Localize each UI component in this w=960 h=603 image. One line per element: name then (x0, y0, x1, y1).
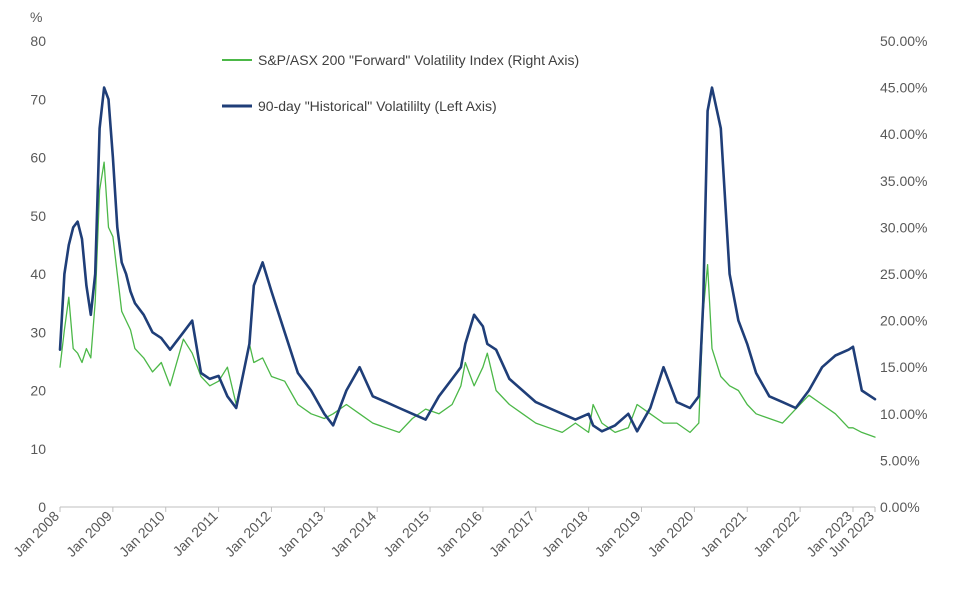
x-tick-label: Jan 2008 (10, 508, 62, 560)
x-tick-label: Jan 2019 (592, 508, 644, 560)
y-left-tick-label: 40 (30, 266, 46, 282)
y-left-unit-label: % (30, 9, 42, 25)
y-right-tick-label: 10.00% (880, 406, 927, 422)
y-left-tick-label: 0 (38, 499, 46, 515)
y-right-tick-label: 40.00% (880, 126, 927, 142)
x-tick-label: Jan 2011 (169, 508, 220, 559)
series-historical-volatility-line (58, 86, 877, 433)
x-tick-labels: Jan 2008 Jan 2009 Jan 2010 Jan 2011 Jan 2012… (10, 507, 877, 560)
y-right-tick-label: 15.00% (880, 359, 927, 375)
x-tick-label: Jan 2018 (539, 508, 591, 560)
x-tick-label: Jan 2022 (750, 508, 802, 560)
y-right-tick-label: 25.00% (880, 266, 927, 282)
y-right-tick-label: 5.00% (880, 452, 920, 468)
legend-label-historical: 90-day "Historical" Volatililty (Left Ax… (258, 98, 497, 114)
y-left-tick-label: 20 (30, 383, 46, 399)
y-left-tick-label: 10 (30, 441, 46, 457)
x-tick-label: Jan 2017 (486, 508, 538, 560)
y-right-tick-label: 20.00% (880, 313, 927, 329)
x-tick-label: Jan 2020 (644, 508, 696, 560)
x-tick-label: Jan 2009 (63, 508, 115, 560)
x-tick-label: Jan 2015 (380, 508, 432, 560)
series-layer (58, 86, 877, 438)
y-right-tick-label: 0.00% (880, 499, 920, 515)
y-left-tick-label: 30 (30, 324, 46, 340)
legend-label-forward: S&P/ASX 200 "Forward" Volatility Index (… (258, 52, 579, 68)
legend: S&P/ASX 200 "Forward" Volatility Index (… (222, 52, 579, 114)
y-left-tick-labels: 0 10 20 30 40 50 60 70 80 (30, 33, 46, 515)
y-right-tick-label: 30.00% (880, 219, 927, 235)
y-left-tick-label: 50 (30, 208, 46, 224)
y-left-tick-label: 60 (30, 150, 46, 166)
y-left-tick-label: 70 (30, 91, 46, 107)
y-left-tick-label: 80 (30, 33, 46, 49)
y-right-tick-label: 35.00% (880, 173, 927, 189)
series-forward-volatility-line (59, 161, 876, 438)
y-right-tick-label: 50.00% (880, 33, 927, 49)
x-tick-label: Jan 2014 (327, 508, 379, 560)
y-right-tick-label: 45.00% (880, 80, 927, 96)
y-right-tick-labels: 0.00% 5.00% 10.00% 15.00% 20.00% 25.00% 30.00%… (880, 33, 927, 515)
x-tick-label: Jan 2021 (697, 508, 749, 560)
x-tick-label: Jan 2010 (116, 508, 168, 560)
x-tick-label: Jan 2013 (274, 508, 326, 560)
x-tick-label: Jan 2016 (433, 508, 485, 560)
x-tick-label: Jan 2012 (222, 508, 274, 560)
